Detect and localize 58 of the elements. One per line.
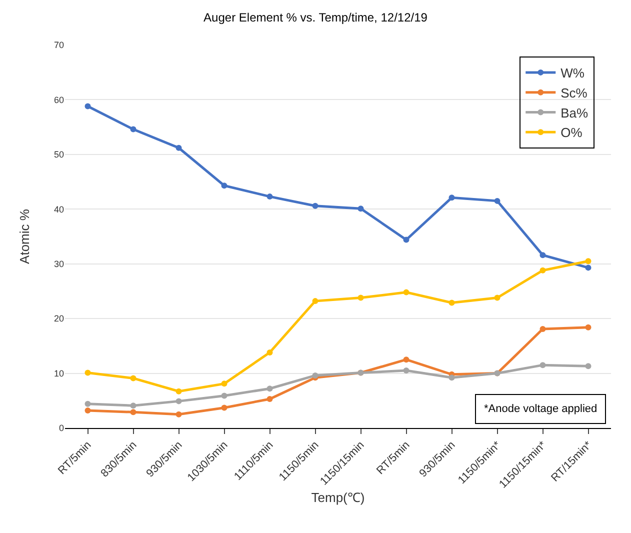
legend-label: Ba% [560, 105, 589, 120]
legend-label: Sc% [560, 85, 588, 100]
point [84, 370, 91, 376]
point [266, 349, 273, 356]
point [540, 362, 546, 368]
point [448, 300, 455, 306]
point [403, 289, 410, 296]
annotation: *Anode voltage applied [484, 403, 598, 415]
point [221, 380, 228, 387]
point [540, 326, 546, 332]
point [448, 194, 455, 201]
point [221, 182, 228, 189]
point [540, 267, 546, 274]
point [176, 144, 182, 151]
y-tick-label: 0 [58, 423, 64, 434]
x-axis-title: Temp(℃) [311, 490, 365, 505]
legend-label: W% [560, 66, 585, 81]
y-tick-label: 70 [54, 40, 64, 50]
point [130, 126, 136, 132]
point [84, 103, 91, 110]
point [266, 194, 273, 200]
y-tick-label: 30 [54, 259, 64, 270]
point [585, 264, 592, 271]
legend-label: O% [560, 125, 583, 140]
point [585, 363, 592, 370]
y-tick-label: 50 [54, 150, 64, 160]
point [358, 294, 364, 301]
y-tick-label: 40 [54, 204, 64, 214]
y-tick-label: 60 [54, 94, 64, 105]
point [176, 388, 182, 394]
point [494, 294, 500, 301]
y-tick-label: 10 [54, 368, 64, 378]
point [312, 298, 318, 304]
y-tick-label: 20 [54, 314, 64, 324]
point [358, 206, 364, 212]
point [130, 402, 136, 409]
point [585, 258, 592, 264]
point [448, 374, 455, 381]
point [221, 392, 228, 399]
point [221, 404, 228, 411]
point [266, 386, 273, 392]
point [585, 324, 592, 330]
point [494, 198, 500, 204]
point [130, 409, 136, 416]
point [84, 407, 91, 414]
point [403, 236, 410, 243]
point [176, 398, 182, 404]
point [84, 400, 91, 407]
point [312, 202, 318, 209]
point [540, 252, 546, 258]
y-axis-title: Atomic % [17, 208, 32, 264]
point [312, 372, 318, 378]
chart-title: Auger Element % vs. Temp/time, 12/12/19 [204, 10, 428, 25]
point [266, 396, 273, 402]
point [403, 356, 410, 363]
point [130, 375, 136, 382]
point [403, 368, 410, 374]
point [176, 411, 182, 418]
